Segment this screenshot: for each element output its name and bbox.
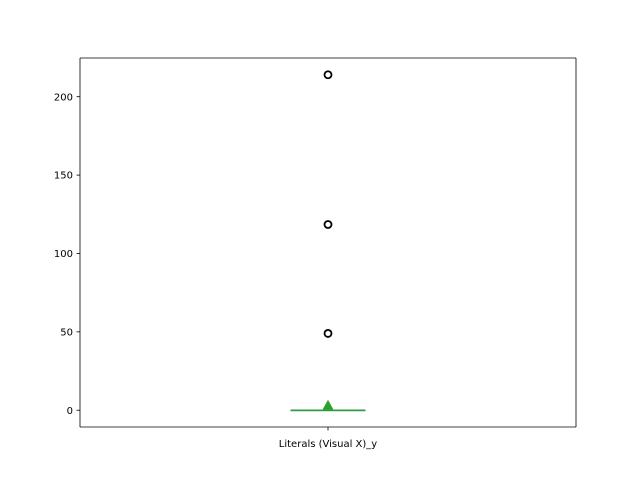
outlier-point [323,70,333,80]
x-tick-label: Literals (Visual X)_y [279,439,378,450]
axes-background-rect [80,58,576,427]
y-tick-label: 100 [54,249,73,260]
axes-background [80,58,576,427]
y-tick-label: 150 [54,171,73,182]
axes-frame [79,57,577,428]
mean-marker [322,399,334,410]
plot-area [290,70,366,412]
x-axis: Literals (Visual X)_y [279,427,378,450]
y-tick-label: 50 [60,327,73,338]
y-tick-label: 0 [67,406,73,417]
y-axis: 0 50 100 150 200 [54,92,80,417]
outlier-point [323,220,333,229]
y-tick-label: 200 [54,92,73,103]
outlier-point [323,329,333,338]
